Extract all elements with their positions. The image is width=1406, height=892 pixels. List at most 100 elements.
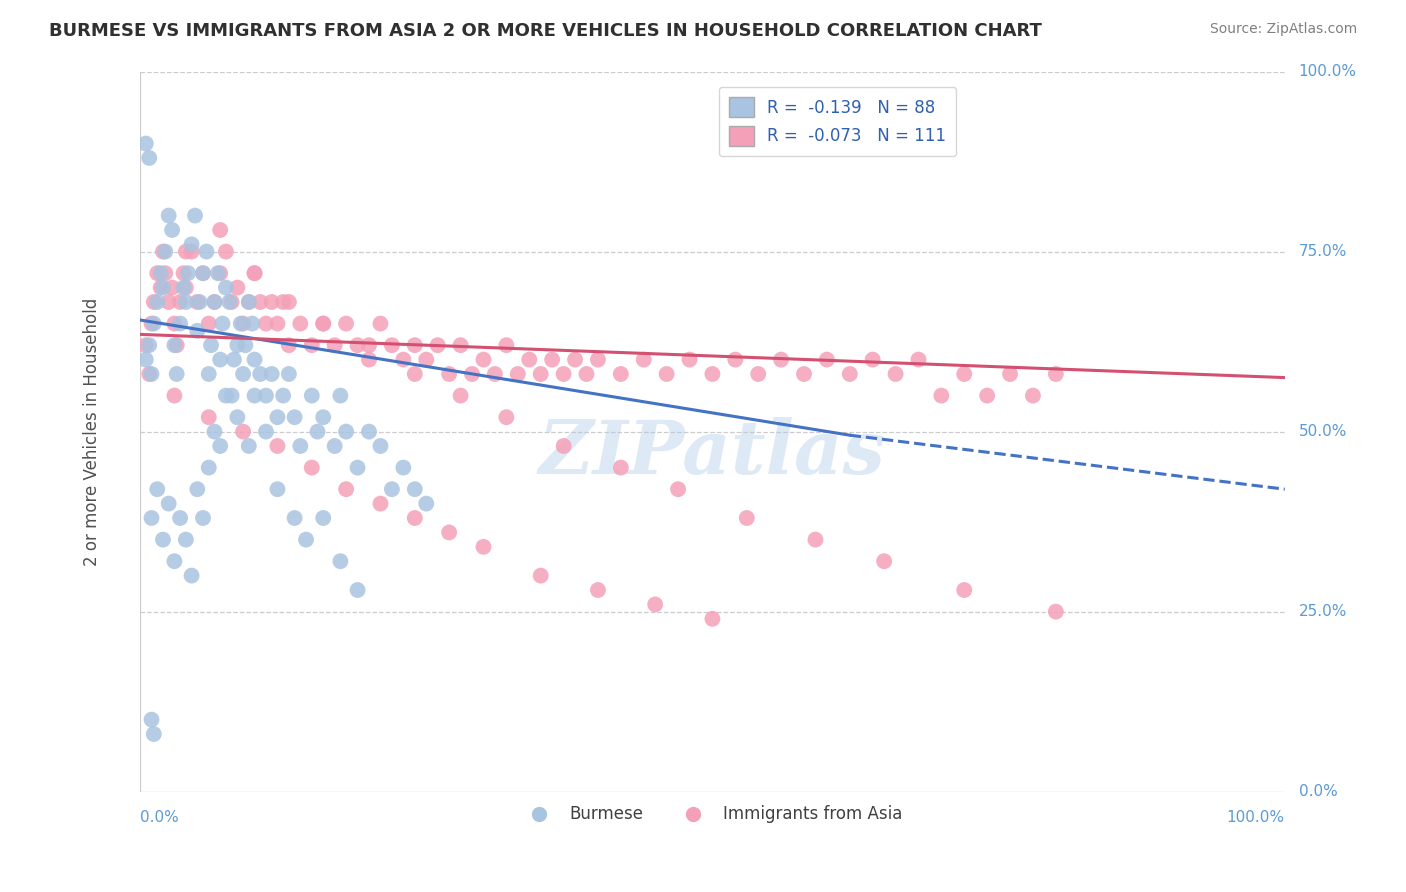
Point	[155, 266, 177, 280]
Point	[747, 367, 769, 381]
Point	[186, 295, 208, 310]
Point	[177, 266, 200, 280]
Point	[169, 317, 191, 331]
Point	[266, 410, 288, 425]
Point	[702, 612, 724, 626]
Point	[1045, 605, 1067, 619]
Point	[135, 352, 157, 367]
Point	[146, 482, 169, 496]
Point	[184, 209, 207, 223]
Point	[197, 410, 219, 425]
Point	[142, 727, 165, 741]
Point	[271, 388, 294, 402]
Point	[238, 295, 260, 310]
Point	[169, 511, 191, 525]
Point	[221, 388, 243, 402]
Point	[226, 280, 249, 294]
Point	[1022, 388, 1045, 402]
Point	[211, 317, 233, 331]
Point	[506, 367, 529, 381]
Point	[586, 582, 609, 597]
Point	[209, 223, 232, 237]
Point	[215, 244, 238, 259]
Point	[149, 280, 172, 294]
Text: 2 or more Vehicles in Household: 2 or more Vehicles in Household	[83, 297, 101, 566]
Point	[229, 317, 252, 331]
Point	[666, 482, 689, 496]
Point	[271, 295, 294, 310]
Point	[404, 338, 426, 352]
Point	[392, 352, 415, 367]
Point	[204, 295, 226, 310]
Point	[197, 317, 219, 331]
Point	[284, 511, 307, 525]
Text: Source: ZipAtlas.com: Source: ZipAtlas.com	[1209, 22, 1357, 37]
Point	[301, 338, 323, 352]
Point	[301, 388, 323, 402]
Point	[204, 295, 226, 310]
Point	[381, 338, 404, 352]
Text: 0.0%: 0.0%	[141, 810, 179, 824]
Point	[357, 352, 380, 367]
Point	[610, 367, 633, 381]
Point	[295, 533, 318, 547]
Point	[243, 266, 266, 280]
Point	[530, 568, 553, 582]
Point	[873, 554, 896, 568]
Point	[307, 425, 329, 439]
Point	[186, 324, 208, 338]
Point	[215, 280, 238, 294]
Point	[260, 367, 283, 381]
Point	[564, 352, 586, 367]
Point	[815, 352, 838, 367]
Point	[174, 244, 197, 259]
Point	[357, 338, 380, 352]
Point	[218, 295, 240, 310]
Point	[998, 367, 1021, 381]
Point	[541, 352, 564, 367]
Point	[357, 425, 380, 439]
Point	[197, 367, 219, 381]
Point	[180, 568, 202, 582]
Point	[141, 317, 163, 331]
Point	[173, 266, 195, 280]
Point	[254, 425, 277, 439]
Point	[461, 367, 484, 381]
Point	[346, 460, 368, 475]
Text: ZIPatlas: ZIPatlas	[538, 417, 886, 490]
Point	[335, 425, 357, 439]
Point	[312, 410, 335, 425]
Point	[146, 295, 169, 310]
Point	[1045, 367, 1067, 381]
Point	[724, 352, 747, 367]
Point	[240, 317, 263, 331]
Point	[254, 317, 277, 331]
Text: 0.0%: 0.0%	[1299, 784, 1337, 799]
Point	[277, 367, 299, 381]
Point	[702, 367, 724, 381]
Point	[138, 338, 160, 352]
Point	[174, 280, 197, 294]
Point	[149, 266, 172, 280]
Point	[370, 439, 392, 453]
Point	[138, 151, 160, 165]
Point	[450, 338, 472, 352]
Point	[221, 295, 243, 310]
Point	[450, 388, 472, 402]
Point	[226, 410, 249, 425]
Point	[931, 388, 953, 402]
Point	[209, 352, 232, 367]
Point	[426, 338, 449, 352]
Point	[586, 352, 609, 367]
Point	[152, 533, 174, 547]
Point	[610, 460, 633, 475]
Point	[232, 367, 254, 381]
Point	[152, 244, 174, 259]
Point	[312, 511, 335, 525]
Point	[277, 295, 299, 310]
Point	[155, 244, 177, 259]
Point	[553, 439, 575, 453]
Point	[152, 280, 174, 294]
Point	[142, 295, 165, 310]
Text: 75.0%: 75.0%	[1299, 244, 1347, 259]
